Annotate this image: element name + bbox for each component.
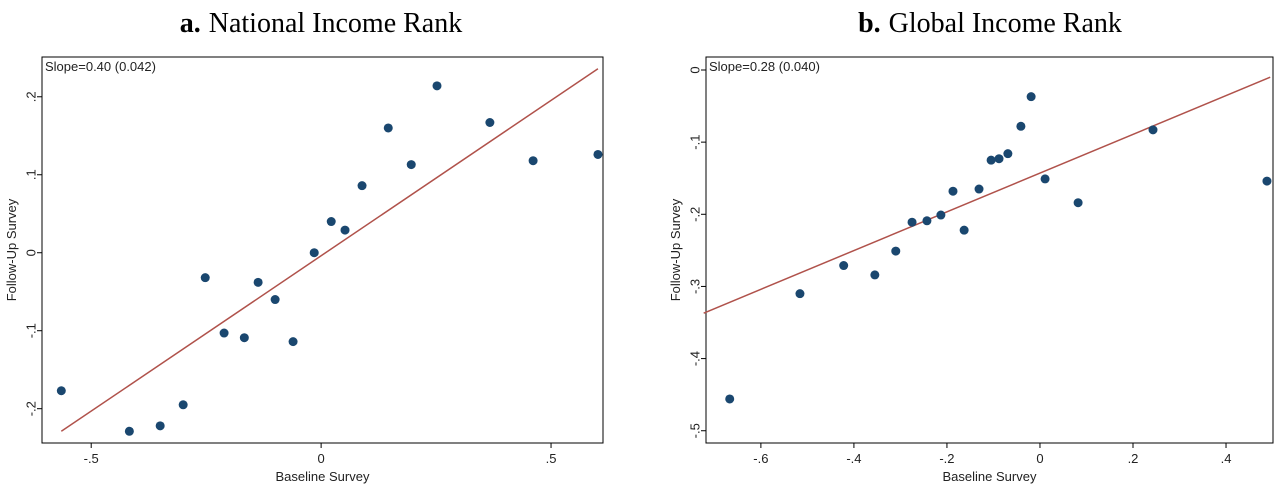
chart-title: a. National Income Rank	[180, 8, 462, 39]
y-tick-label: -.5	[687, 423, 702, 438]
point	[406, 160, 416, 170]
x-axis-title: Baseline Survey	[943, 469, 1037, 484]
title-text: Global Income Rank	[889, 8, 1122, 39]
panel: a. National Income Rank -.5 0 .5 -.2 -.1 0 .1 .2 B…	[4, 8, 604, 484]
fit-line	[703, 76, 1271, 314]
point	[528, 156, 538, 166]
x-tick-label: .5	[546, 451, 557, 466]
point	[974, 184, 984, 194]
y-tick-label: -.1	[23, 323, 38, 338]
point	[959, 225, 969, 235]
point	[357, 181, 367, 191]
point	[907, 217, 917, 227]
point	[383, 123, 393, 133]
slope-annotation: Slope=0.28 (0.040)	[709, 59, 820, 74]
slope-annotation: Slope=0.40 (0.042)	[45, 59, 156, 74]
point	[178, 400, 188, 410]
y-tick-label: .1	[23, 169, 38, 180]
point	[56, 386, 66, 396]
x-tick-label: 0	[1036, 451, 1043, 466]
y-tick-label: -.3	[687, 279, 702, 294]
point	[155, 421, 165, 431]
panel: b. Global Income Rank -.6 -.4 -.2 0 .2 .4 -.5 -.4…	[668, 8, 1274, 484]
chart-title: b. Global Income Rank	[858, 8, 1122, 39]
x-tick-label: .4	[1221, 451, 1232, 466]
y-tick-label: .2	[23, 91, 38, 102]
point	[432, 81, 442, 91]
x-tick-label: -.4	[846, 451, 861, 466]
y-axis-title: Follow-Up Survey	[668, 198, 683, 301]
point	[891, 246, 901, 256]
point	[1003, 149, 1013, 159]
point	[309, 248, 319, 258]
y-tick-label: -.1	[687, 135, 702, 150]
x-tick-label: -.6	[753, 451, 768, 466]
point	[239, 333, 249, 343]
point	[1262, 176, 1272, 186]
panel-label: a.	[180, 8, 201, 39]
point	[994, 154, 1004, 164]
point	[795, 289, 805, 299]
point	[485, 118, 495, 128]
point	[1040, 174, 1050, 184]
point	[124, 426, 134, 436]
point	[200, 273, 210, 283]
y-tick-label: -.4	[687, 351, 702, 366]
point	[326, 217, 336, 227]
point	[986, 155, 996, 165]
point	[340, 225, 350, 235]
x-tick-label: -.2	[939, 451, 954, 466]
point	[219, 328, 229, 338]
point	[948, 186, 958, 196]
x-tick-label: -.5	[84, 451, 99, 466]
plot-frame	[41, 56, 604, 444]
fit-line	[60, 68, 599, 432]
point	[593, 149, 603, 159]
point	[253, 277, 263, 287]
panel-label: b.	[858, 8, 881, 39]
point	[725, 394, 735, 404]
point	[1016, 121, 1026, 131]
point	[288, 337, 298, 347]
y-tick-label: 0	[23, 249, 38, 256]
x-axis-title: Baseline Survey	[276, 469, 370, 484]
point	[1073, 198, 1083, 208]
point	[936, 210, 946, 220]
y-axis-title: Follow-Up Survey	[4, 198, 19, 301]
point	[1026, 92, 1036, 102]
title-text: National Income Rank	[209, 8, 462, 39]
point	[922, 216, 932, 226]
y-tick-label: -.2	[687, 207, 702, 222]
plot-frame	[705, 56, 1274, 444]
y-tick-label: 0	[687, 66, 702, 73]
point	[870, 270, 880, 280]
x-tick-label: 0	[318, 451, 325, 466]
point	[270, 295, 280, 305]
point	[1148, 125, 1158, 135]
x-tick-label: .2	[1128, 451, 1139, 466]
y-tick-label: -.2	[23, 401, 38, 416]
point	[839, 261, 849, 271]
